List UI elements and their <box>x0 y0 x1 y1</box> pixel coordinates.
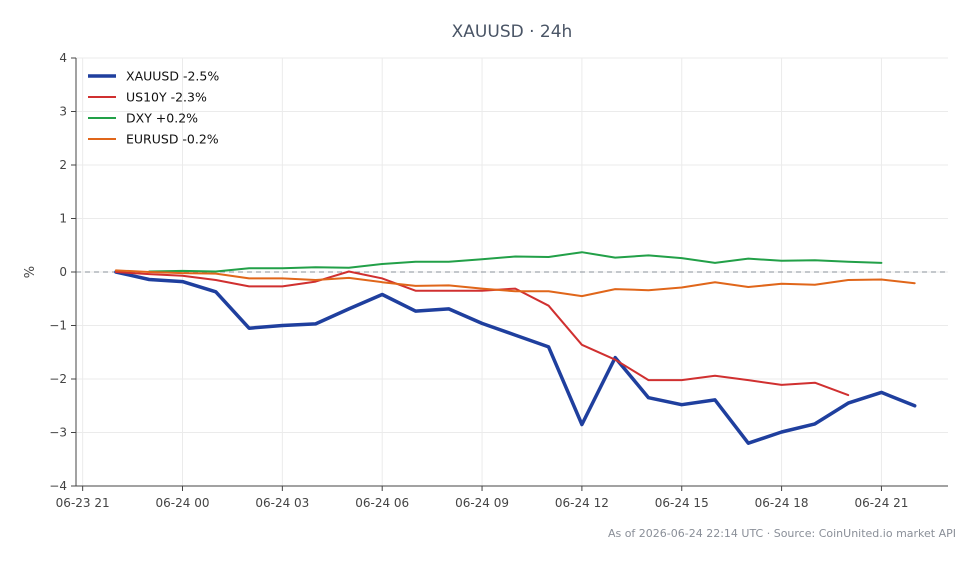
x-tick-label: 06-24 03 <box>255 496 309 510</box>
y-tick-label: −1 <box>49 319 67 333</box>
y-tick-label: −2 <box>49 372 67 386</box>
y-tick-label: 0 <box>59 265 67 279</box>
x-tick-label: 06-24 09 <box>455 496 509 510</box>
y-tick-label: −4 <box>49 479 67 493</box>
legend: XAUUSD -2.5% US10Y -2.3% DXY +0.2% EURUSD -… <box>88 69 219 147</box>
legend-label: XAUUSD -2.5% <box>126 69 219 84</box>
y-tick-label: 1 <box>59 212 67 226</box>
x-tick-label: 06-24 00 <box>156 496 210 510</box>
series-line <box>114 269 916 298</box>
x-tick-label: 06-24 21 <box>854 496 908 510</box>
chart-title: XAUUSD · 24h <box>452 22 573 42</box>
series-line <box>114 270 917 445</box>
x-tick-label: 06-24 12 <box>555 496 609 510</box>
y-axis-label: % <box>23 266 38 278</box>
axes: 4 3 2 1 0 −1 −2 −3 −4 06-23 21 06-24 00 06-24 03 06-… <box>49 51 948 510</box>
y-tick-label: 3 <box>59 105 67 119</box>
y-tick-label: 4 <box>59 51 67 65</box>
legend-label: DXY +0.2% <box>126 111 198 126</box>
x-tick-label: 06-23 21 <box>56 496 110 510</box>
legend-label: EURUSD -0.2% <box>126 132 219 147</box>
legend-label: US10Y -2.3% <box>126 90 207 105</box>
series-lines <box>114 251 917 445</box>
series-line <box>148 251 883 273</box>
series-line <box>114 270 850 397</box>
x-tick-label: 06-24 06 <box>355 496 409 510</box>
y-tick-label: −3 <box>49 426 67 440</box>
x-tick-label: 06-24 15 <box>655 496 709 510</box>
y-tick-label: 2 <box>59 158 67 172</box>
footer-source-note: As of 2026-06-24 22:14 UTC · Source: Coi… <box>608 527 956 540</box>
x-tick-label: 06-24 18 <box>755 496 809 510</box>
